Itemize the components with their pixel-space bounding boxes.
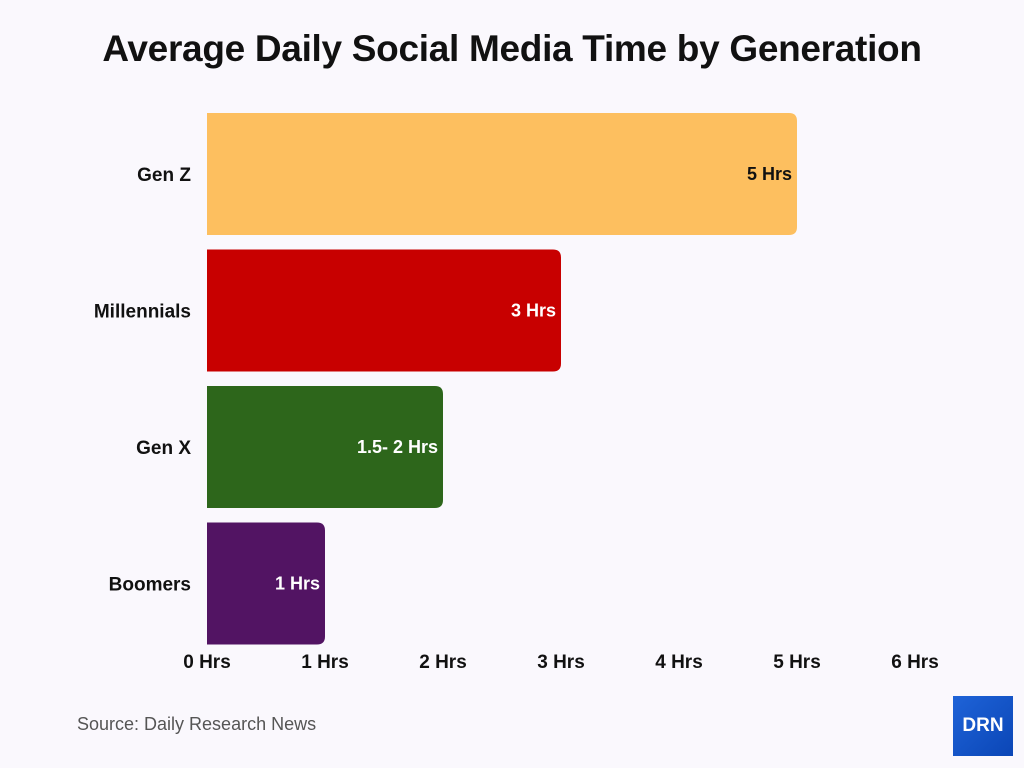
drn-logo: DRN — [953, 696, 1013, 756]
x-tick-label: 2 Hrs — [419, 652, 467, 673]
category-label: Boomers — [109, 575, 191, 596]
data-label: 3 Hrs — [511, 301, 556, 321]
category-label: Millennials — [94, 302, 191, 323]
x-tick-label: 0 Hrs — [183, 652, 231, 673]
x-tick-label: 6 Hrs — [891, 652, 939, 673]
bar-gen-x — [207, 386, 443, 508]
category-label: Gen Z — [137, 165, 191, 186]
data-label: 1 Hrs — [275, 574, 320, 594]
source-note: Source: Daily Research News — [77, 714, 317, 734]
chart-title: Average Daily Social Media Time by Gener… — [102, 28, 922, 69]
data-label: 1.5- 2 Hrs — [357, 437, 438, 457]
x-tick-label: 4 Hrs — [655, 652, 703, 673]
data-label: 5 Hrs — [747, 164, 792, 184]
bar-boomers — [207, 522, 325, 645]
x-tick-label: 5 Hrs — [773, 652, 821, 673]
x-tick-label: 3 Hrs — [537, 652, 585, 673]
category-label: Gen X — [136, 438, 191, 459]
bar-gen-z — [207, 113, 797, 235]
x-tick-label: 1 Hrs — [301, 652, 349, 673]
bar-millennials — [207, 249, 561, 372]
